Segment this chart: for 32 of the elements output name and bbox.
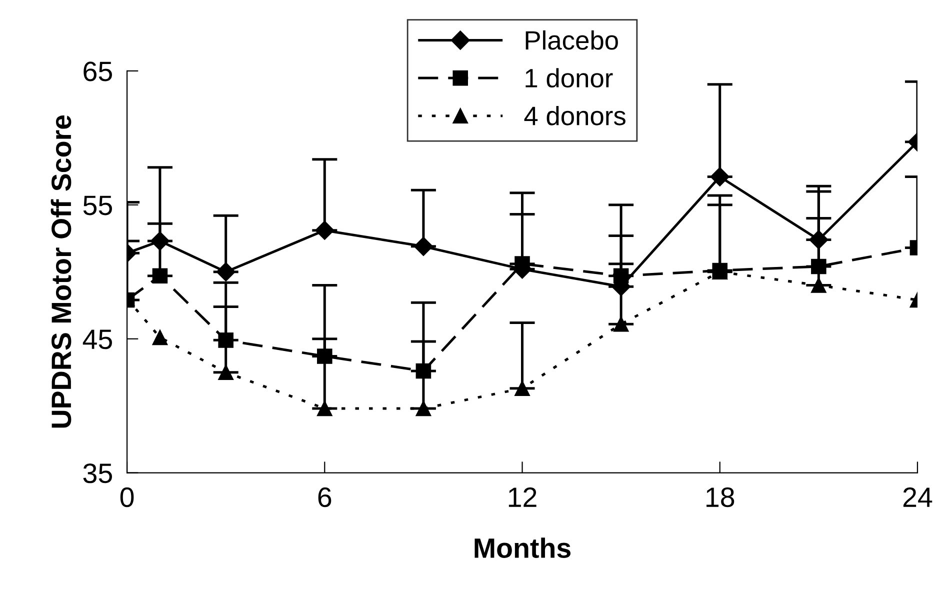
point [414,236,433,256]
point [150,232,170,251]
point [613,316,629,332]
legend-label: 1 donor [526,68,613,88]
point [152,268,168,284]
point [809,230,828,250]
y-tick-label: 65 [84,62,112,82]
x-axis-title: Months [474,538,570,558]
point [811,258,826,274]
point [218,332,234,348]
point [315,220,334,240]
y-tick-label: 55 [83,196,112,216]
legend-label: 4 donors [524,106,626,126]
point [514,380,530,396]
point [416,400,432,416]
point [216,262,236,282]
point [811,278,826,293]
point [317,348,332,364]
point [416,363,432,379]
y-tick-label: 35 [83,463,112,484]
point [218,364,234,380]
legend-label: Placebo [526,30,618,50]
x-tick-label: 12 [508,487,536,507]
x-tick-label: 18 [706,487,734,508]
point [152,330,168,346]
point [317,400,332,416]
y-tick-label: 45 [82,330,112,350]
y-axis-title: UPDRS Motor Off Score [50,115,72,428]
x-tick-label: 0 [120,487,134,508]
x-tick-label: 24 [903,487,932,507]
x-tick-label: 6 [318,487,332,508]
point [710,167,730,186]
